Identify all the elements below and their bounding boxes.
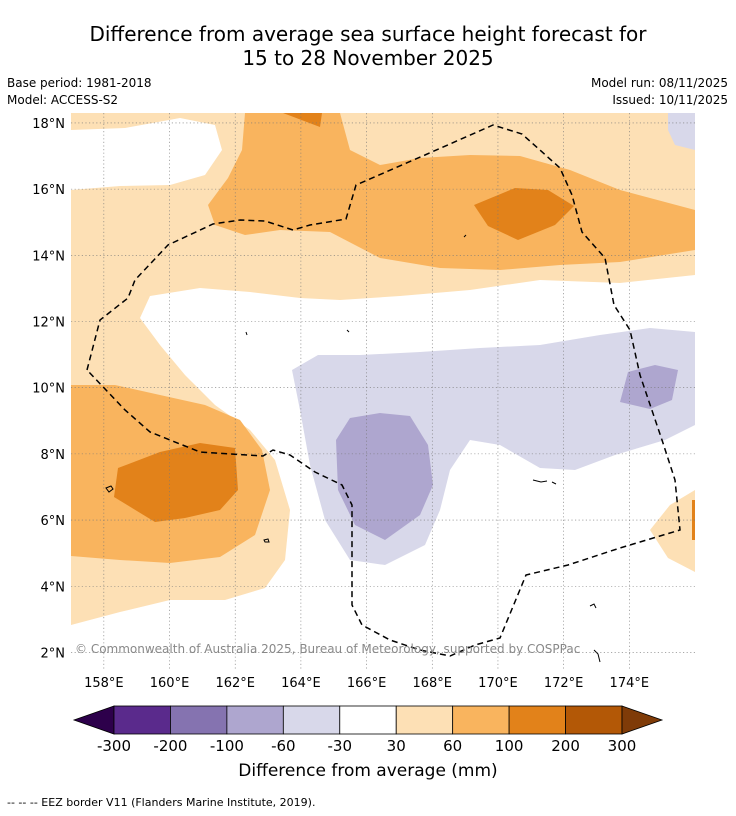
- contour-zero-nw: [71, 118, 222, 190]
- colorbar-tick-label: -60: [271, 737, 296, 755]
- y-tick-label: 16°N: [32, 183, 65, 198]
- colorbar-bin: [565, 705, 623, 735]
- colorbar-bin: [339, 705, 397, 735]
- x-tick-label: 158°E: [84, 676, 124, 691]
- island-marks: [105, 234, 601, 663]
- eez-legend-note: -- -- -- EEZ border V11 (Flanders Marine…: [7, 796, 316, 809]
- x-tick-label: 170°E: [478, 676, 518, 691]
- colorbar-tick-label: 100: [495, 737, 524, 755]
- y-tick-label: 10°N: [32, 382, 65, 397]
- y-tick-label: 2°N: [41, 646, 66, 661]
- colorbar-bin: [226, 705, 284, 735]
- title-line-1: Difference from average sea surface heig…: [89, 22, 647, 46]
- y-tick-label: 12°N: [32, 316, 65, 331]
- colorbar-bin: [170, 705, 228, 735]
- x-tick-label: 172°E: [544, 676, 584, 691]
- contour-60-100-north: [208, 113, 695, 270]
- colorbar-tick-label: -200: [153, 737, 187, 755]
- issued-date: Issued: 10/11/2025: [612, 93, 728, 107]
- x-tick-label: 162°E: [215, 676, 255, 691]
- meta-left: Base period: 1981-2018 Model: ACCESS-S2: [7, 75, 152, 109]
- colorbar-bin: [508, 705, 566, 735]
- contour-100-200-top: [283, 113, 322, 127]
- contour-neg60-neg100-east: [620, 365, 678, 409]
- model-name: Model: ACCESS-S2: [7, 93, 119, 107]
- gridlines: [71, 113, 695, 669]
- y-axis-ticks: 18°N 16°N 14°N 12°N 10°N 8°N 6°N 4°N 2°N: [32, 117, 65, 662]
- y-tick-label: 18°N: [32, 117, 65, 132]
- base-period: Base period: 1981-2018: [7, 76, 152, 90]
- title-line-2: 15 to 28 November 2025: [242, 46, 494, 70]
- contour-neg60-neg100: [336, 413, 433, 540]
- colorbar-bin: [113, 705, 171, 735]
- contour-30-60-east: [650, 490, 695, 572]
- copyright-text: © Commonwealth of Australia 2025, Bureau…: [75, 642, 580, 656]
- contour-100-200-north: [474, 188, 574, 240]
- colorbar-bin: [395, 705, 454, 735]
- colorbar: -300 -200 -100 -60 -30 30 60 100 200 300: [72, 705, 664, 755]
- y-tick-label: 14°N: [32, 249, 65, 264]
- eez-border: [86, 124, 681, 657]
- y-tick-label: 4°N: [41, 580, 66, 595]
- chart-title: Difference from average sea surface heig…: [0, 22, 736, 70]
- colorbar-bin: [282, 705, 341, 735]
- contour-neg30-neg60-ne: [668, 113, 695, 150]
- y-tick-label: 8°N: [41, 448, 66, 463]
- colorbar-bin: [452, 705, 510, 735]
- x-axis-ticks: 158°E 160°E 162°E 164°E 166°E 168°E 170°E 172°E…: [84, 676, 649, 691]
- anomaly-field: [71, 113, 695, 669]
- colorbar-tick-label: 60: [443, 737, 462, 755]
- colorbar-tick-label: 200: [551, 737, 580, 755]
- x-tick-label: 174°E: [610, 676, 650, 691]
- colorbar-tick-label: -30: [328, 737, 353, 755]
- colorbar-tick-label: 30: [387, 737, 406, 755]
- model-run: Model run: 08/11/2025: [590, 76, 728, 90]
- colorbar-tick-label: -100: [210, 737, 244, 755]
- contour-100-200-west: [114, 443, 238, 522]
- colorbar-tick-label: 300: [608, 737, 637, 755]
- x-tick-label: 164°E: [281, 676, 321, 691]
- colorbar-label: Difference from average (mm): [238, 761, 498, 781]
- colorbar-tick-label: -300: [97, 737, 131, 755]
- x-tick-label: 166°E: [347, 676, 387, 691]
- y-tick-label: 6°N: [41, 514, 66, 529]
- contour-100-200-east: [692, 500, 695, 540]
- x-tick-label: 160°E: [150, 676, 190, 691]
- colorbar-extend-low: [72, 705, 115, 735]
- meta-right: Model run: 08/11/2025 Issued: 10/11/2025: [591, 75, 728, 109]
- colorbar-extend-high: [621, 705, 664, 735]
- x-tick-label: 168°E: [412, 676, 452, 691]
